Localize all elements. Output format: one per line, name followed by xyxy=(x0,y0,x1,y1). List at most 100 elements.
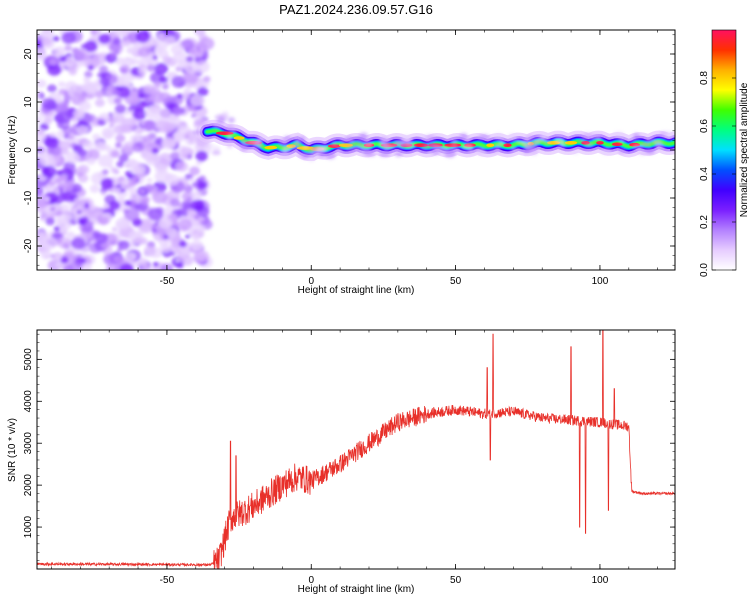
noise-blob xyxy=(38,232,45,237)
noise-blob xyxy=(147,207,164,221)
halo-blob xyxy=(450,137,459,145)
halo-blob xyxy=(330,140,339,147)
noise-blob xyxy=(173,131,186,142)
halo-blob xyxy=(426,150,434,156)
halo-blob xyxy=(571,149,580,155)
noise-blob xyxy=(195,224,206,233)
noise-blob xyxy=(124,110,130,116)
noise-blob xyxy=(84,70,93,78)
noise-blob xyxy=(98,216,109,226)
noise-blob xyxy=(134,237,144,245)
noise-blob xyxy=(158,152,173,165)
ridge-peak xyxy=(233,136,245,140)
noise-blob xyxy=(119,30,130,38)
noise-blob xyxy=(118,154,129,163)
noise-blob xyxy=(112,113,124,123)
noise-blob xyxy=(192,233,200,241)
noise-blob xyxy=(102,169,109,175)
noise-blob xyxy=(170,198,181,207)
noise-blob xyxy=(144,250,152,257)
halo-blob xyxy=(421,146,428,152)
noise-blob xyxy=(65,151,81,164)
noise-blob xyxy=(144,183,154,192)
halo-blob xyxy=(203,143,215,150)
y-tick-label: 10 xyxy=(23,96,34,108)
halo-blob xyxy=(227,117,236,124)
halo-blob xyxy=(363,140,374,148)
halo-blob xyxy=(382,143,390,152)
ridge-peak xyxy=(596,141,604,145)
ridge-peak xyxy=(611,142,623,147)
noise-blob xyxy=(161,137,177,150)
noise-blob xyxy=(53,46,66,57)
noise-blob xyxy=(190,199,205,212)
halo-blob xyxy=(653,139,663,147)
noise-blob xyxy=(82,223,94,234)
noise-blob xyxy=(114,255,124,264)
halo-blob xyxy=(353,144,365,151)
halo-blob xyxy=(394,151,403,157)
noise-blob xyxy=(37,93,41,99)
noise-blob xyxy=(45,217,55,226)
halo-blob xyxy=(478,134,491,141)
noise-blob xyxy=(151,224,158,229)
noise-blob xyxy=(98,33,111,44)
halo-blob xyxy=(589,134,602,141)
halo-blob xyxy=(619,138,626,144)
noise-blob xyxy=(126,48,132,54)
noise-blob xyxy=(132,176,139,182)
noise-blob xyxy=(132,142,144,153)
noise-blob xyxy=(140,257,147,264)
x-tick-label: 100 xyxy=(592,575,609,586)
noise-blob xyxy=(64,81,78,92)
noise-blob xyxy=(73,196,87,207)
noise-blob xyxy=(165,174,180,186)
noise-blob xyxy=(69,203,75,208)
noise-blob xyxy=(58,140,71,151)
noise-blob xyxy=(152,190,168,204)
halo-blob xyxy=(283,135,292,141)
noise-blob xyxy=(61,181,74,192)
noise-blob xyxy=(140,197,150,205)
snr-axes: -50 0 50 100 1000 2000 3000 4000 5000 xyxy=(23,330,675,586)
noise-blob xyxy=(153,81,162,88)
noise-blob xyxy=(41,37,53,46)
noise-blob xyxy=(113,97,122,105)
ridge-peak xyxy=(564,141,578,145)
chart-title: PAZ1.2024.236.09.57.G16 xyxy=(279,2,433,17)
snr-ylabel: SNR (10 * v/v) xyxy=(7,418,18,482)
colorbar-tick-label: 0.0 xyxy=(699,263,710,277)
noise-blob xyxy=(40,249,52,260)
noise-blob xyxy=(86,148,100,161)
noise-blob xyxy=(80,262,92,270)
x-tick-label: 50 xyxy=(450,575,462,586)
noise-blob xyxy=(115,134,126,143)
noise-blob xyxy=(85,246,91,252)
halo-blob xyxy=(476,149,488,156)
noise-blob xyxy=(102,144,111,151)
noise-blob xyxy=(109,200,121,211)
noise-blob xyxy=(135,30,151,43)
noise-blob xyxy=(119,263,134,270)
halo-blob xyxy=(216,117,226,124)
halo-blob xyxy=(212,122,225,129)
noise-blob xyxy=(94,90,105,99)
noise-blob xyxy=(197,180,208,190)
noise-blob xyxy=(123,208,130,214)
noise-blob xyxy=(151,147,160,154)
halo-blob xyxy=(584,142,594,148)
halo-blob xyxy=(211,150,221,156)
noise-blob xyxy=(189,177,195,183)
noise-blob xyxy=(172,221,180,227)
colorbar-tick-label: 0.8 xyxy=(699,71,710,85)
y-tick-label: 5000 xyxy=(23,348,34,371)
noise-blob xyxy=(130,87,138,93)
ridge-halo xyxy=(193,110,675,163)
noise-blob xyxy=(159,75,169,84)
halo-blob xyxy=(524,144,536,151)
noise-blob xyxy=(162,56,172,64)
noise-blob xyxy=(112,180,120,186)
halo-blob xyxy=(433,146,443,152)
halo-blob xyxy=(226,143,234,149)
noise-blob xyxy=(120,37,132,47)
